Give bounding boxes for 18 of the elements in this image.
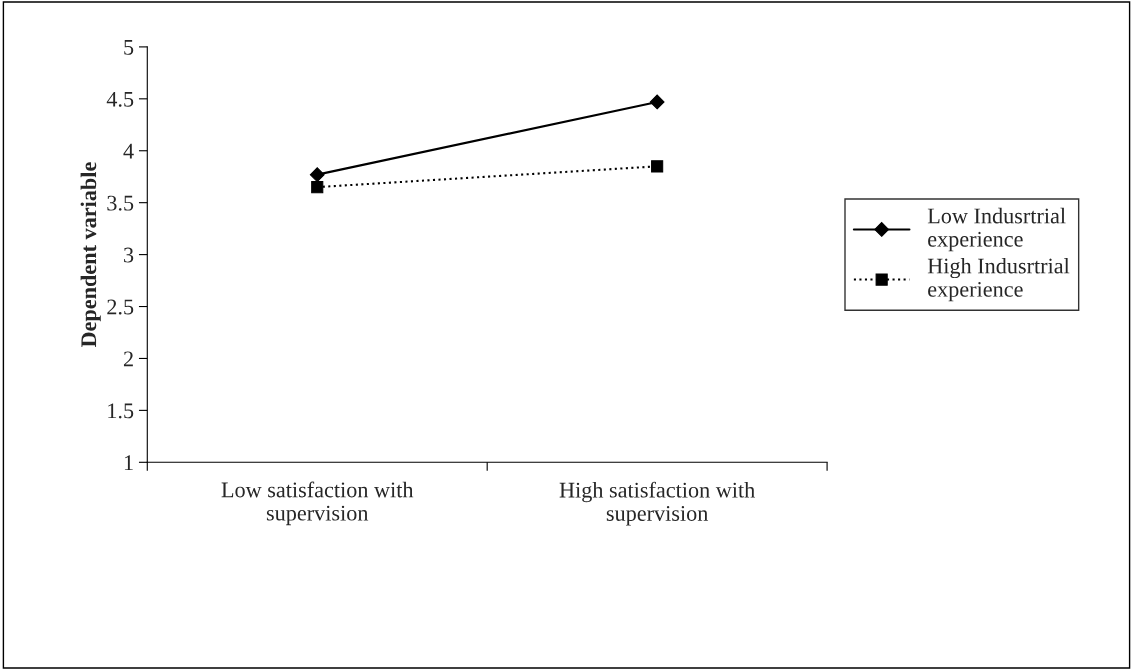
legend-label: Low Indusrtrial experience — [927, 207, 1066, 252]
y-tick-label: 3.5 — [107, 195, 134, 211]
y-tick-label: 3 — [124, 247, 134, 263]
x-tick-label: Low satisfaction with supervision — [221, 481, 414, 526]
y-tick-label: 4 — [123, 143, 134, 159]
point — [649, 94, 665, 110]
legend-label: High Indusrtrial experience — [927, 257, 1070, 302]
point — [309, 167, 325, 183]
y-axis-title: Dependent variable — [80, 162, 101, 348]
point — [651, 160, 664, 173]
y-tick-label: 2 — [123, 351, 133, 367]
y-tick-label: 5 — [124, 40, 134, 55]
y-tick-label: 2.5 — [107, 299, 134, 315]
point — [311, 181, 324, 194]
x-tick-label: High satisfaction with supervision — [559, 481, 755, 526]
y-tick-label: 1.5 — [108, 403, 134, 419]
y-tick-label: 4.5 — [106, 91, 134, 107]
y-tick-label: 1 — [124, 455, 133, 471]
